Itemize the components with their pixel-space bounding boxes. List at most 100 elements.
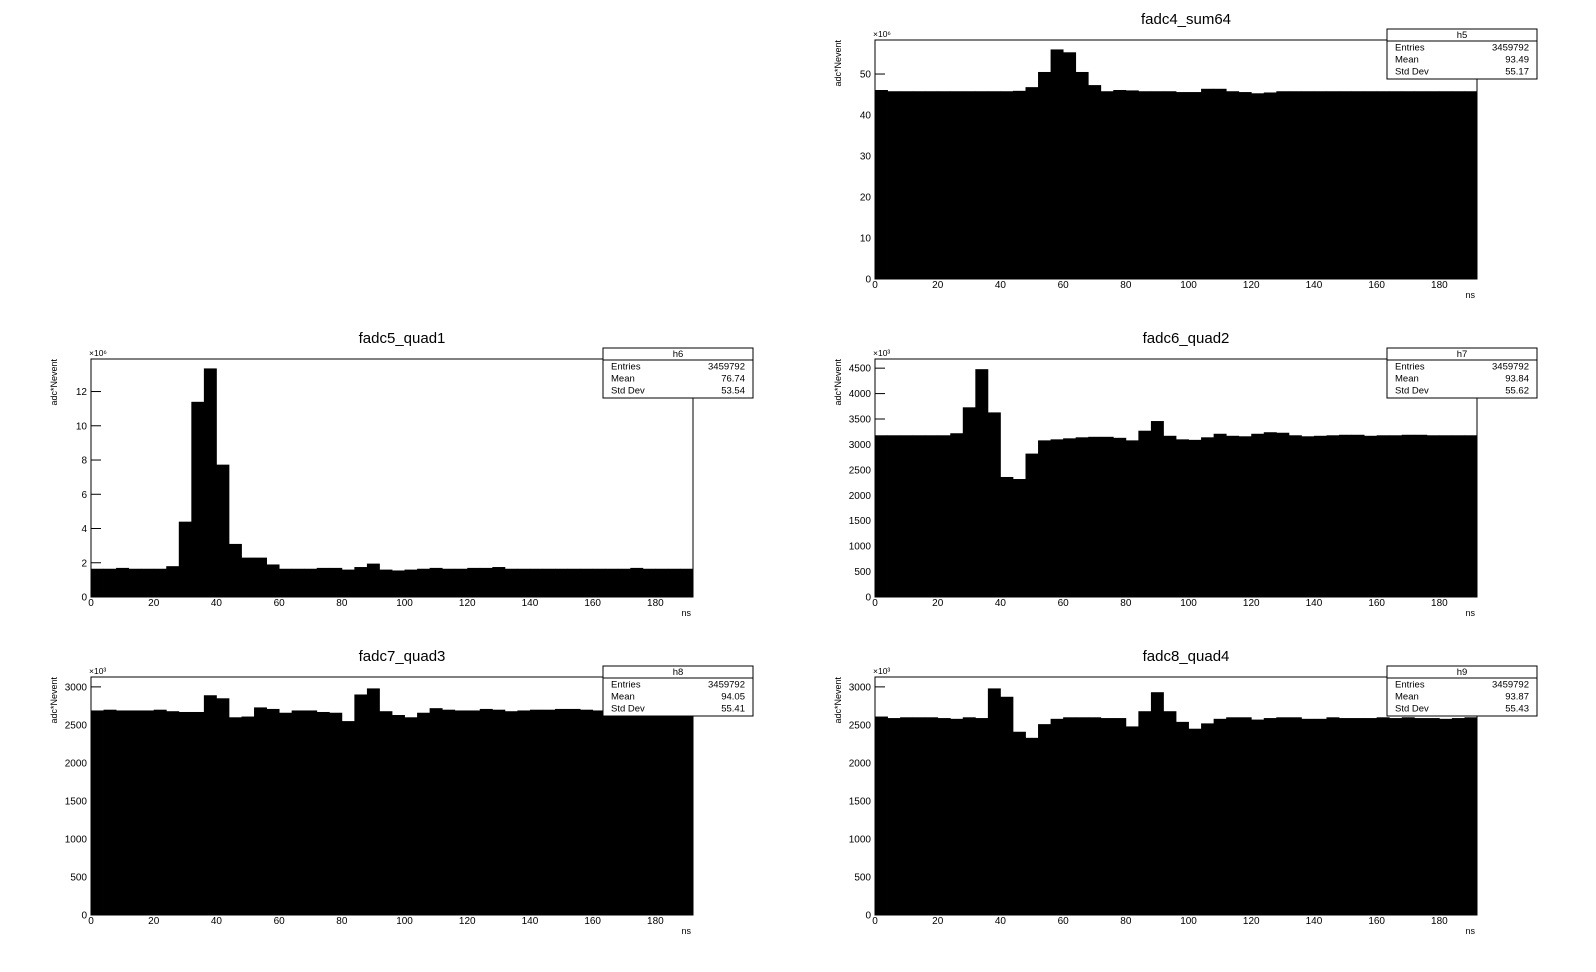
- histogram-bar: [987, 412, 1001, 597]
- y-tick-label: 3000: [849, 440, 872, 451]
- histogram-bar: [987, 91, 1001, 280]
- histogram-bar: [1238, 92, 1252, 279]
- x-tick-label: 0: [872, 598, 878, 609]
- x-tick-label: 120: [459, 916, 476, 927]
- histogram-bar: [912, 435, 926, 597]
- histogram-bar: [1213, 88, 1227, 279]
- chart-title: fadc4_sum64: [1141, 11, 1231, 28]
- histogram-bar: [1451, 435, 1465, 597]
- histogram-bar: [178, 711, 192, 915]
- histogram-bar: [1150, 692, 1164, 915]
- histogram-bar: [1201, 723, 1215, 915]
- histogram-bar: [291, 568, 305, 597]
- y-tick-label: 3500: [849, 415, 872, 426]
- histogram-bar: [1326, 717, 1340, 915]
- y-tick-label: 2500: [849, 720, 872, 731]
- x-tick-label: 160: [1368, 280, 1385, 291]
- stats-value: 76.74: [721, 374, 745, 385]
- histogram-bar: [1376, 91, 1390, 280]
- stats-name: h5: [1457, 30, 1468, 41]
- histogram-bar: [1150, 421, 1164, 597]
- x-tick-label: 160: [1368, 598, 1385, 609]
- histogram-bar: [875, 435, 888, 597]
- x-tick-label: 120: [459, 598, 476, 609]
- histogram-bar: [379, 711, 393, 915]
- y-tick-label: 0: [865, 275, 871, 286]
- stats-box: [1386, 665, 1538, 717]
- histogram-bar: [1063, 52, 1077, 279]
- y-tick-label: 3000: [849, 682, 872, 693]
- histogram-bar: [1251, 433, 1265, 597]
- histogram-bar: [1000, 476, 1014, 597]
- y-tick-label: 2000: [849, 758, 872, 769]
- histogram-bar: [1288, 717, 1302, 915]
- y-tick-label: 500: [70, 872, 87, 883]
- stats-name: h8: [673, 667, 684, 678]
- histogram-bar: [1025, 453, 1039, 597]
- histogram-bar: [1339, 718, 1352, 915]
- histogram-bar: [1125, 440, 1139, 597]
- histogram-bar: [1351, 718, 1365, 915]
- histogram-bar: [950, 433, 964, 597]
- histogram-bar: [962, 91, 976, 280]
- histogram-bar: [592, 710, 606, 915]
- chart-title: fadc8_quad4: [1143, 648, 1230, 665]
- histogram-bar: [316, 567, 330, 597]
- stats-label: Std Dev: [1395, 386, 1429, 397]
- histogram-bar: [1401, 717, 1415, 915]
- histogram-bar: [241, 716, 255, 915]
- x-tick-label: 140: [522, 916, 539, 927]
- histogram-bar: [1100, 91, 1114, 280]
- y-tick-label: 1500: [849, 516, 872, 527]
- histogram-bar: [1276, 717, 1290, 915]
- histogram-bar: [1439, 91, 1453, 280]
- histogram-bar: [1339, 434, 1352, 597]
- y-tick-label: 2: [81, 558, 87, 569]
- x-tick-label: 100: [1180, 280, 1197, 291]
- chart-title: fadc7_quad3: [359, 648, 446, 665]
- histogram-bar: [1339, 91, 1352, 280]
- histogram-bar: [1063, 717, 1077, 915]
- stats-label: Std Dev: [1395, 67, 1429, 78]
- histogram-bar: [216, 464, 230, 597]
- y-multiplier: ×10³: [89, 666, 106, 676]
- histogram-bar: [1125, 90, 1139, 279]
- histogram-bar: [680, 568, 694, 597]
- histogram-bar: [962, 407, 976, 597]
- y-tick-label: 500: [854, 567, 871, 578]
- stats-box: [602, 347, 754, 399]
- stats-value: 93.84: [1505, 374, 1529, 385]
- histogram-bar: [429, 567, 443, 597]
- histogram-bar: [887, 718, 901, 915]
- histogram-bar: [1100, 718, 1114, 915]
- stats-value: 55.43: [1505, 704, 1529, 715]
- histogram-bar: [1301, 436, 1315, 597]
- y-axis-label: adc*Nevent: [49, 359, 59, 406]
- x-tick-label: 80: [336, 598, 348, 609]
- stats-label: Entries: [1395, 362, 1425, 373]
- x-tick-label: 120: [1243, 280, 1260, 291]
- histogram-bar: [680, 710, 694, 915]
- histogram-bar: [141, 568, 155, 597]
- histogram-bar: [1251, 719, 1265, 915]
- stats-label: Std Dev: [611, 386, 645, 397]
- histogram-bar: [203, 695, 217, 915]
- y-tick-label: 2500: [65, 720, 88, 731]
- x-tick-label: 40: [995, 280, 1007, 291]
- x-tick-label: 40: [995, 598, 1007, 609]
- histogram-bar: [479, 567, 493, 597]
- histogram-bar: [404, 569, 418, 597]
- histogram-bar: [1238, 436, 1252, 597]
- x-tick-label: 40: [211, 916, 223, 927]
- x-tick-label: 60: [1058, 916, 1070, 927]
- histogram-bar: [291, 710, 305, 915]
- histogram-bar: [1351, 434, 1365, 597]
- histogram-bar: [642, 710, 656, 915]
- x-tick-label: 60: [1058, 280, 1070, 291]
- histogram-bar: [1276, 432, 1290, 597]
- x-tick-label: 60: [1058, 598, 1070, 609]
- histogram-bar: [354, 567, 368, 597]
- y-axis-label: adc*Nevent: [833, 677, 843, 724]
- histogram-bar: [517, 568, 531, 597]
- histogram-bar: [153, 568, 167, 597]
